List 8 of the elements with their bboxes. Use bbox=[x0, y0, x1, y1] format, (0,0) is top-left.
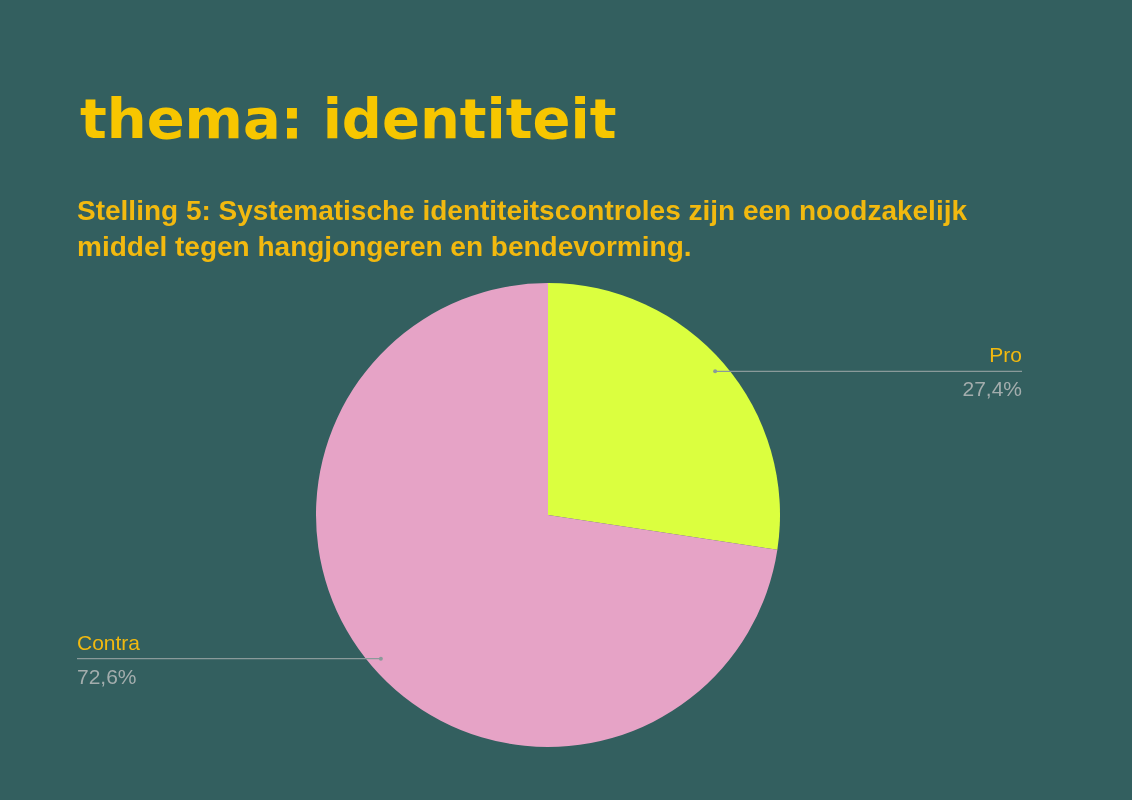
chart-title: thema: identiteit bbox=[80, 86, 617, 151]
pie-slice bbox=[316, 283, 778, 747]
slice-label: Pro bbox=[989, 343, 1022, 367]
data-label: 72,6% bbox=[77, 664, 137, 688]
data-label: 27,4% bbox=[962, 377, 1022, 401]
slice-label: Contra bbox=[77, 630, 141, 654]
chart-subtitle: Stelling 5: Systematische identiteitscontroles zijn een noodzakelijk middel tegen hangjongeren en bendevorming. bbox=[77, 195, 968, 262]
pie-slice bbox=[548, 283, 780, 550]
